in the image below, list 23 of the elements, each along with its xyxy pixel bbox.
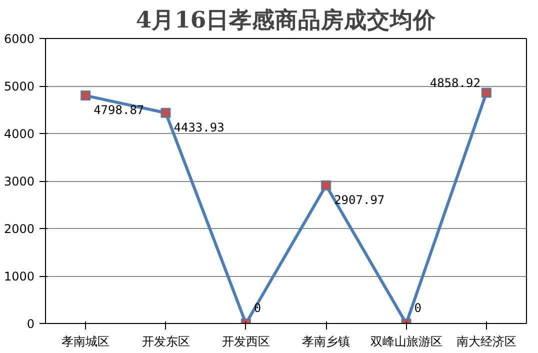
data-label: 0: [414, 301, 422, 315]
point: [321, 180, 332, 190]
x-tick-label: 开发西区: [222, 334, 270, 348]
x-tick-label: 南大经济区: [456, 334, 516, 348]
y-tick-label: 6000: [4, 32, 35, 46]
data-label: 4798.87: [94, 103, 144, 118]
y-tick-label: 2000: [4, 222, 35, 236]
y-tick-label: 4000: [4, 127, 35, 141]
y-tick-label: 5000: [4, 80, 35, 94]
y-tick-label: 1000: [4, 270, 35, 284]
point: [481, 88, 492, 98]
y-tick-label: 3000: [4, 174, 35, 188]
point: [160, 108, 171, 118]
x-tick-label: 开发东区: [142, 334, 190, 348]
x-tick-label: 孝南城区: [62, 334, 110, 348]
x-tick-label: 孝南乡镇: [302, 334, 350, 348]
x-tick-label: 双峰山旅游区: [370, 334, 442, 348]
point: [80, 90, 91, 101]
data-label: 2907.97: [334, 192, 385, 207]
chart-title: 4月16日孝感商品房成交均价: [136, 6, 438, 34]
y-tick-label: 0: [26, 317, 35, 331]
data-label: 4858.92: [430, 76, 480, 90]
data-label: 4433.93: [174, 120, 224, 134]
